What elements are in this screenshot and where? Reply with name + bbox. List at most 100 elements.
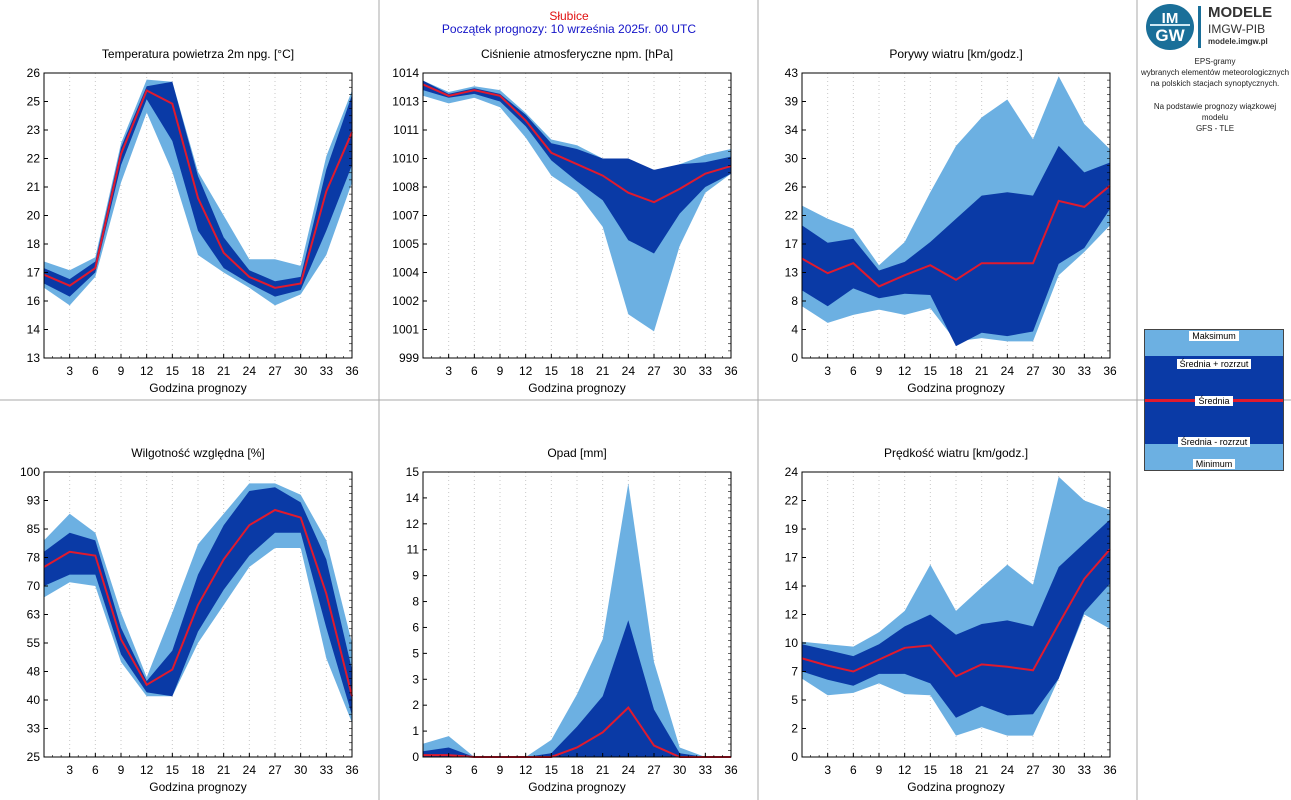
x-tick-label: 36 xyxy=(724,763,738,777)
y-tick-label: 1008 xyxy=(392,180,419,194)
legend-label-mean-plus: Średnia + rozrzut xyxy=(1145,359,1283,369)
x-tick-label: 33 xyxy=(1078,763,1092,777)
side-model-line: GFS - TLE xyxy=(1195,124,1235,133)
y-tick-label: 16 xyxy=(27,294,41,308)
y-tick-label: 14 xyxy=(27,323,41,337)
x-tick-label: 30 xyxy=(294,763,308,777)
chart-title: Prędkość wiatru [km/godz.] xyxy=(884,446,1028,460)
x-tick-label: 30 xyxy=(294,364,308,378)
y-tick-label: 1005 xyxy=(392,237,419,251)
side-desc-line: wybranych elementów meteorologicznych xyxy=(1140,68,1290,77)
spread-band xyxy=(423,80,731,254)
y-tick-label: 17 xyxy=(27,266,41,280)
x-tick-label: 15 xyxy=(924,364,938,378)
range-band xyxy=(423,80,731,332)
y-tick-label: 1013 xyxy=(392,95,419,109)
x-axis-label: Godzina prognozy xyxy=(907,381,1004,395)
chart-1: Temperatura powietrza 2m npg. [°C] 13 14 16… xyxy=(27,47,359,395)
logo-divider xyxy=(1198,6,1201,48)
x-tick-label: 3 xyxy=(445,763,452,777)
y-tick-label: 1004 xyxy=(392,266,419,280)
y-tick-label: 1001 xyxy=(392,323,419,337)
x-tick-label: 24 xyxy=(622,364,636,378)
x-axis-label: Godzina prognozy xyxy=(907,780,1004,794)
y-tick-label: 0 xyxy=(412,750,419,764)
x-tick-label: 36 xyxy=(345,763,359,777)
legend-label-max: Maksimum xyxy=(1145,331,1283,341)
logo-url: modele.imgw.pl xyxy=(1208,37,1268,46)
range-band xyxy=(423,483,731,757)
x-tick-label: 12 xyxy=(519,763,533,777)
x-tick-label: 21 xyxy=(217,763,231,777)
x-tick-label: 18 xyxy=(191,364,205,378)
x-tick-label: 9 xyxy=(497,364,504,378)
side-model-info: Na podstawie prognozy wiązkowej modelu G… xyxy=(1140,101,1290,134)
y-tick-label: 5 xyxy=(412,646,419,660)
y-tick-label: 2 xyxy=(412,698,419,712)
y-tick-label: 43 xyxy=(785,66,799,80)
x-tick-label: 36 xyxy=(345,364,359,378)
spread-band xyxy=(802,519,1110,718)
x-tick-label: 24 xyxy=(1001,763,1015,777)
spread-band xyxy=(802,145,1110,347)
x-tick-label: 33 xyxy=(699,763,713,777)
y-tick-label: 70 xyxy=(27,579,41,593)
logo-wave xyxy=(1150,24,1190,26)
y-tick-label: 48 xyxy=(27,665,41,679)
x-tick-label: 24 xyxy=(243,763,257,777)
y-tick-label: 22 xyxy=(27,152,41,166)
y-tick-label: 11 xyxy=(407,543,420,557)
imgw-logo: IM GW MODELE IMGW-PIB modele.imgw.pl xyxy=(1146,4,1286,50)
y-tick-label: 22 xyxy=(785,494,799,508)
station-name: Słubice xyxy=(549,9,589,23)
y-tick-label: 34 xyxy=(785,123,799,137)
side-description: EPS-gramy wybranych elementów meteorolog… xyxy=(1140,56,1290,89)
y-tick-label: 25 xyxy=(27,95,41,109)
x-tick-label: 15 xyxy=(545,763,559,777)
y-tick-label: 55 xyxy=(27,636,41,650)
y-tick-label: 1011 xyxy=(393,123,419,137)
legend: Maksimum Średnia + rozrzut Średnia Średn… xyxy=(1144,329,1284,471)
x-tick-label: 18 xyxy=(570,364,584,378)
x-tick-label: 30 xyxy=(673,364,687,378)
y-tick-label: 17 xyxy=(785,237,799,251)
x-axis-label: Godzina prognozy xyxy=(528,780,625,794)
x-tick-label: 3 xyxy=(824,364,831,378)
x-tick-label: 9 xyxy=(118,364,125,378)
y-tick-label: 30 xyxy=(785,152,799,166)
x-tick-label: 33 xyxy=(320,364,334,378)
y-tick-label: 999 xyxy=(399,351,419,365)
y-tick-label: 3 xyxy=(412,672,419,686)
y-tick-label: 8 xyxy=(412,595,419,609)
chart-6: Prędkość wiatru [km/godz.] 0 2 5 7 10 12 14 17 19… xyxy=(785,446,1117,794)
y-tick-label: 5 xyxy=(791,693,798,707)
y-tick-label: 8 xyxy=(791,294,798,308)
x-tick-label: 27 xyxy=(1026,364,1040,378)
y-tick-label: 23 xyxy=(27,123,41,137)
legend-label-min: Minimum xyxy=(1145,459,1283,469)
x-tick-label: 21 xyxy=(217,364,231,378)
x-tick-label: 12 xyxy=(519,364,533,378)
x-tick-label: 33 xyxy=(699,364,713,378)
side-desc-line: EPS-gramy xyxy=(1194,57,1236,66)
y-tick-label: 12 xyxy=(406,517,420,531)
x-tick-label: 3 xyxy=(66,364,73,378)
x-tick-label: 9 xyxy=(497,763,504,777)
logo-mark-line1: IM xyxy=(1161,10,1179,27)
x-tick-label: 12 xyxy=(898,364,912,378)
y-tick-label: 15 xyxy=(406,465,420,479)
y-tick-label: 26 xyxy=(27,66,41,80)
y-tick-label: 6 xyxy=(412,620,419,634)
imgw-mark-icon: IM GW xyxy=(1146,4,1194,50)
y-tick-label: 63 xyxy=(27,608,41,622)
mean-line xyxy=(43,89,353,289)
mean-line xyxy=(801,548,1111,678)
x-tick-label: 36 xyxy=(1103,763,1117,777)
y-tick-label: 1010 xyxy=(392,152,419,166)
y-tick-label: 20 xyxy=(27,209,41,223)
y-tick-label: 1002 xyxy=(392,294,419,308)
x-tick-label: 12 xyxy=(140,364,154,378)
chart-4: Wilgotność względna [%]25334048556370788… xyxy=(20,446,359,794)
y-tick-label: 1007 xyxy=(392,209,419,223)
